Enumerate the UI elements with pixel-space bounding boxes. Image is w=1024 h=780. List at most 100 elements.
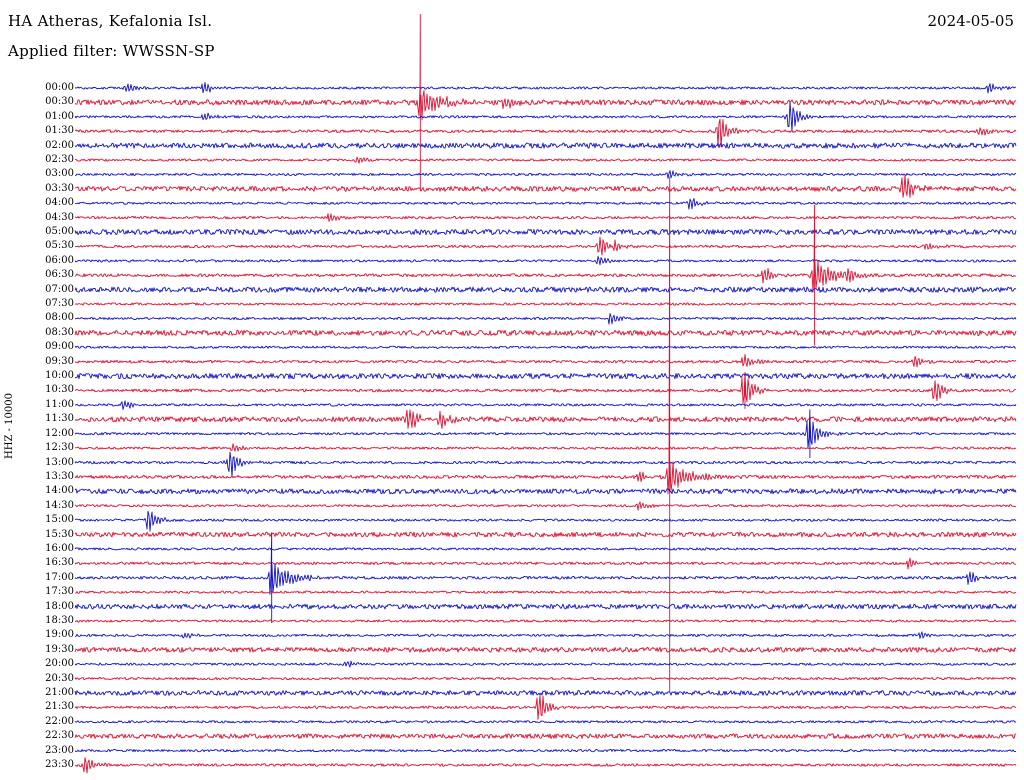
trace-time-label: 13:30 xyxy=(45,470,74,482)
seismogram-trace xyxy=(74,451,1017,478)
trace-time-label: 17:30 xyxy=(45,586,74,598)
trace-time-label: 16:00 xyxy=(45,542,74,554)
trace-time-label: 07:30 xyxy=(45,298,74,310)
seismogram-trace xyxy=(74,631,1017,639)
seismogram-trace xyxy=(74,443,1017,452)
trace-time-label: 18:30 xyxy=(45,614,74,626)
seismogram-trace xyxy=(74,372,1017,409)
seismogram-trace xyxy=(74,13,1017,191)
seismogram-trace xyxy=(74,757,1017,774)
trace-time-label: 10:30 xyxy=(45,384,74,396)
seismogram-trace xyxy=(74,547,1017,551)
trace-time-label: 03:30 xyxy=(45,182,74,194)
trace-time-label: 12:00 xyxy=(45,427,74,439)
seismogram-trace xyxy=(74,329,1017,336)
seismogram-trace xyxy=(74,229,1017,236)
trace-time-label: 00:30 xyxy=(45,96,74,108)
seismogram-trace xyxy=(74,660,1017,668)
trace-time-label: 14:30 xyxy=(45,499,74,511)
seismogram-trace xyxy=(74,409,1017,459)
seismogram-trace xyxy=(74,286,1017,293)
seismogram-trace xyxy=(74,345,1017,349)
trace-time-label: 04:00 xyxy=(45,197,74,209)
trace-time-label: 06:30 xyxy=(45,269,74,281)
trace-time-label: 16:30 xyxy=(45,557,74,569)
trace-time-label: 17:00 xyxy=(45,571,74,583)
seismogram-trace xyxy=(74,101,1017,132)
seismogram-trace xyxy=(74,488,1017,495)
seismogram-trace xyxy=(74,236,1017,256)
seismogram-trace xyxy=(74,690,1017,696)
seismogram-trace xyxy=(74,82,1017,94)
trace-time-label: 01:00 xyxy=(45,110,74,122)
trace-time-label: 02:30 xyxy=(45,154,74,166)
trace-time-label: 08:00 xyxy=(45,312,74,324)
record-date: 2024-05-05 xyxy=(927,12,1014,30)
trace-time-label: 15:00 xyxy=(45,514,74,526)
applied-filter-label: Applied filter: WWSSN-SP xyxy=(8,42,215,60)
trace-time-label: 05:00 xyxy=(45,226,74,238)
trace-time-label: 21:00 xyxy=(45,686,74,698)
seismogram-trace xyxy=(74,501,1017,511)
seismogram-trace xyxy=(74,749,1017,753)
seismogram-trace xyxy=(74,532,1017,624)
trace-time-label: 22:30 xyxy=(45,730,74,742)
seismogram-trace xyxy=(74,170,1017,179)
station-title: HA Atheras, Kefalonia Isl. xyxy=(8,12,213,30)
trace-time-label: 21:30 xyxy=(45,701,74,713)
trace-time-label: 13:00 xyxy=(45,456,74,468)
seismogram-trace xyxy=(74,313,1017,325)
trace-time-label: 14:00 xyxy=(45,485,74,497)
seismogram-trace xyxy=(74,590,1017,594)
trace-time-label: 10:00 xyxy=(45,370,74,382)
trace-time-label: 04:30 xyxy=(45,211,74,223)
seismogram-trace xyxy=(74,354,1017,368)
seismogram-trace xyxy=(74,409,1017,430)
trace-time-label: 23:00 xyxy=(45,744,74,756)
seismogram-trace xyxy=(74,676,1017,681)
trace-time-label: 11:30 xyxy=(45,413,74,425)
seismogram-trace xyxy=(74,173,1017,198)
trace-time-label: 22:00 xyxy=(45,715,74,727)
seismogram-trace xyxy=(74,694,1017,720)
trace-time-label: 05:30 xyxy=(45,240,74,252)
seismogram-trace xyxy=(74,302,1017,306)
seismogram-trace xyxy=(74,720,1017,724)
trace-time-label: 08:30 xyxy=(45,326,74,338)
trace-time-label: 20:30 xyxy=(45,672,74,684)
trace-time-label: 06:00 xyxy=(45,254,74,266)
trace-time-label: 23:30 xyxy=(45,759,74,770)
trace-time-label: 01:30 xyxy=(45,125,74,137)
seismogram-trace xyxy=(74,646,1017,653)
trace-time-label: 19:30 xyxy=(45,643,74,655)
seismogram-trace xyxy=(74,733,1017,739)
seismogram-trace xyxy=(74,557,1017,570)
trace-time-label: 20:00 xyxy=(45,658,74,670)
seismogram-trace xyxy=(74,510,1017,532)
seismogram-trace xyxy=(74,176,1017,693)
seismogram-trace xyxy=(74,142,1017,149)
trace-time-label: 03:00 xyxy=(45,168,74,180)
trace-time-label: 18:00 xyxy=(45,600,74,612)
seismogram-trace xyxy=(74,603,1017,610)
seismogram-trace xyxy=(74,198,1017,210)
trace-time-label: 00:00 xyxy=(45,82,74,93)
trace-time-label: 07:00 xyxy=(45,283,74,295)
trace-time-label: 09:00 xyxy=(45,341,74,353)
trace-time-label: 02:00 xyxy=(45,139,74,151)
trace-time-label: 15:30 xyxy=(45,528,74,540)
seismogram-trace xyxy=(74,373,1017,380)
trace-time-label: 11:00 xyxy=(45,398,74,410)
seismogram-trace xyxy=(74,118,1017,148)
seismogram-trace xyxy=(74,204,1017,346)
seismogram-trace xyxy=(74,156,1017,164)
seismogram-trace xyxy=(74,531,1017,538)
seismogram-trace xyxy=(74,619,1017,623)
seismogram-trace xyxy=(74,213,1017,222)
trace-time-label: 12:30 xyxy=(45,442,74,454)
trace-time-label: 19:00 xyxy=(45,629,74,641)
seismogram-trace xyxy=(74,400,1017,410)
seismogram-trace xyxy=(74,255,1017,266)
